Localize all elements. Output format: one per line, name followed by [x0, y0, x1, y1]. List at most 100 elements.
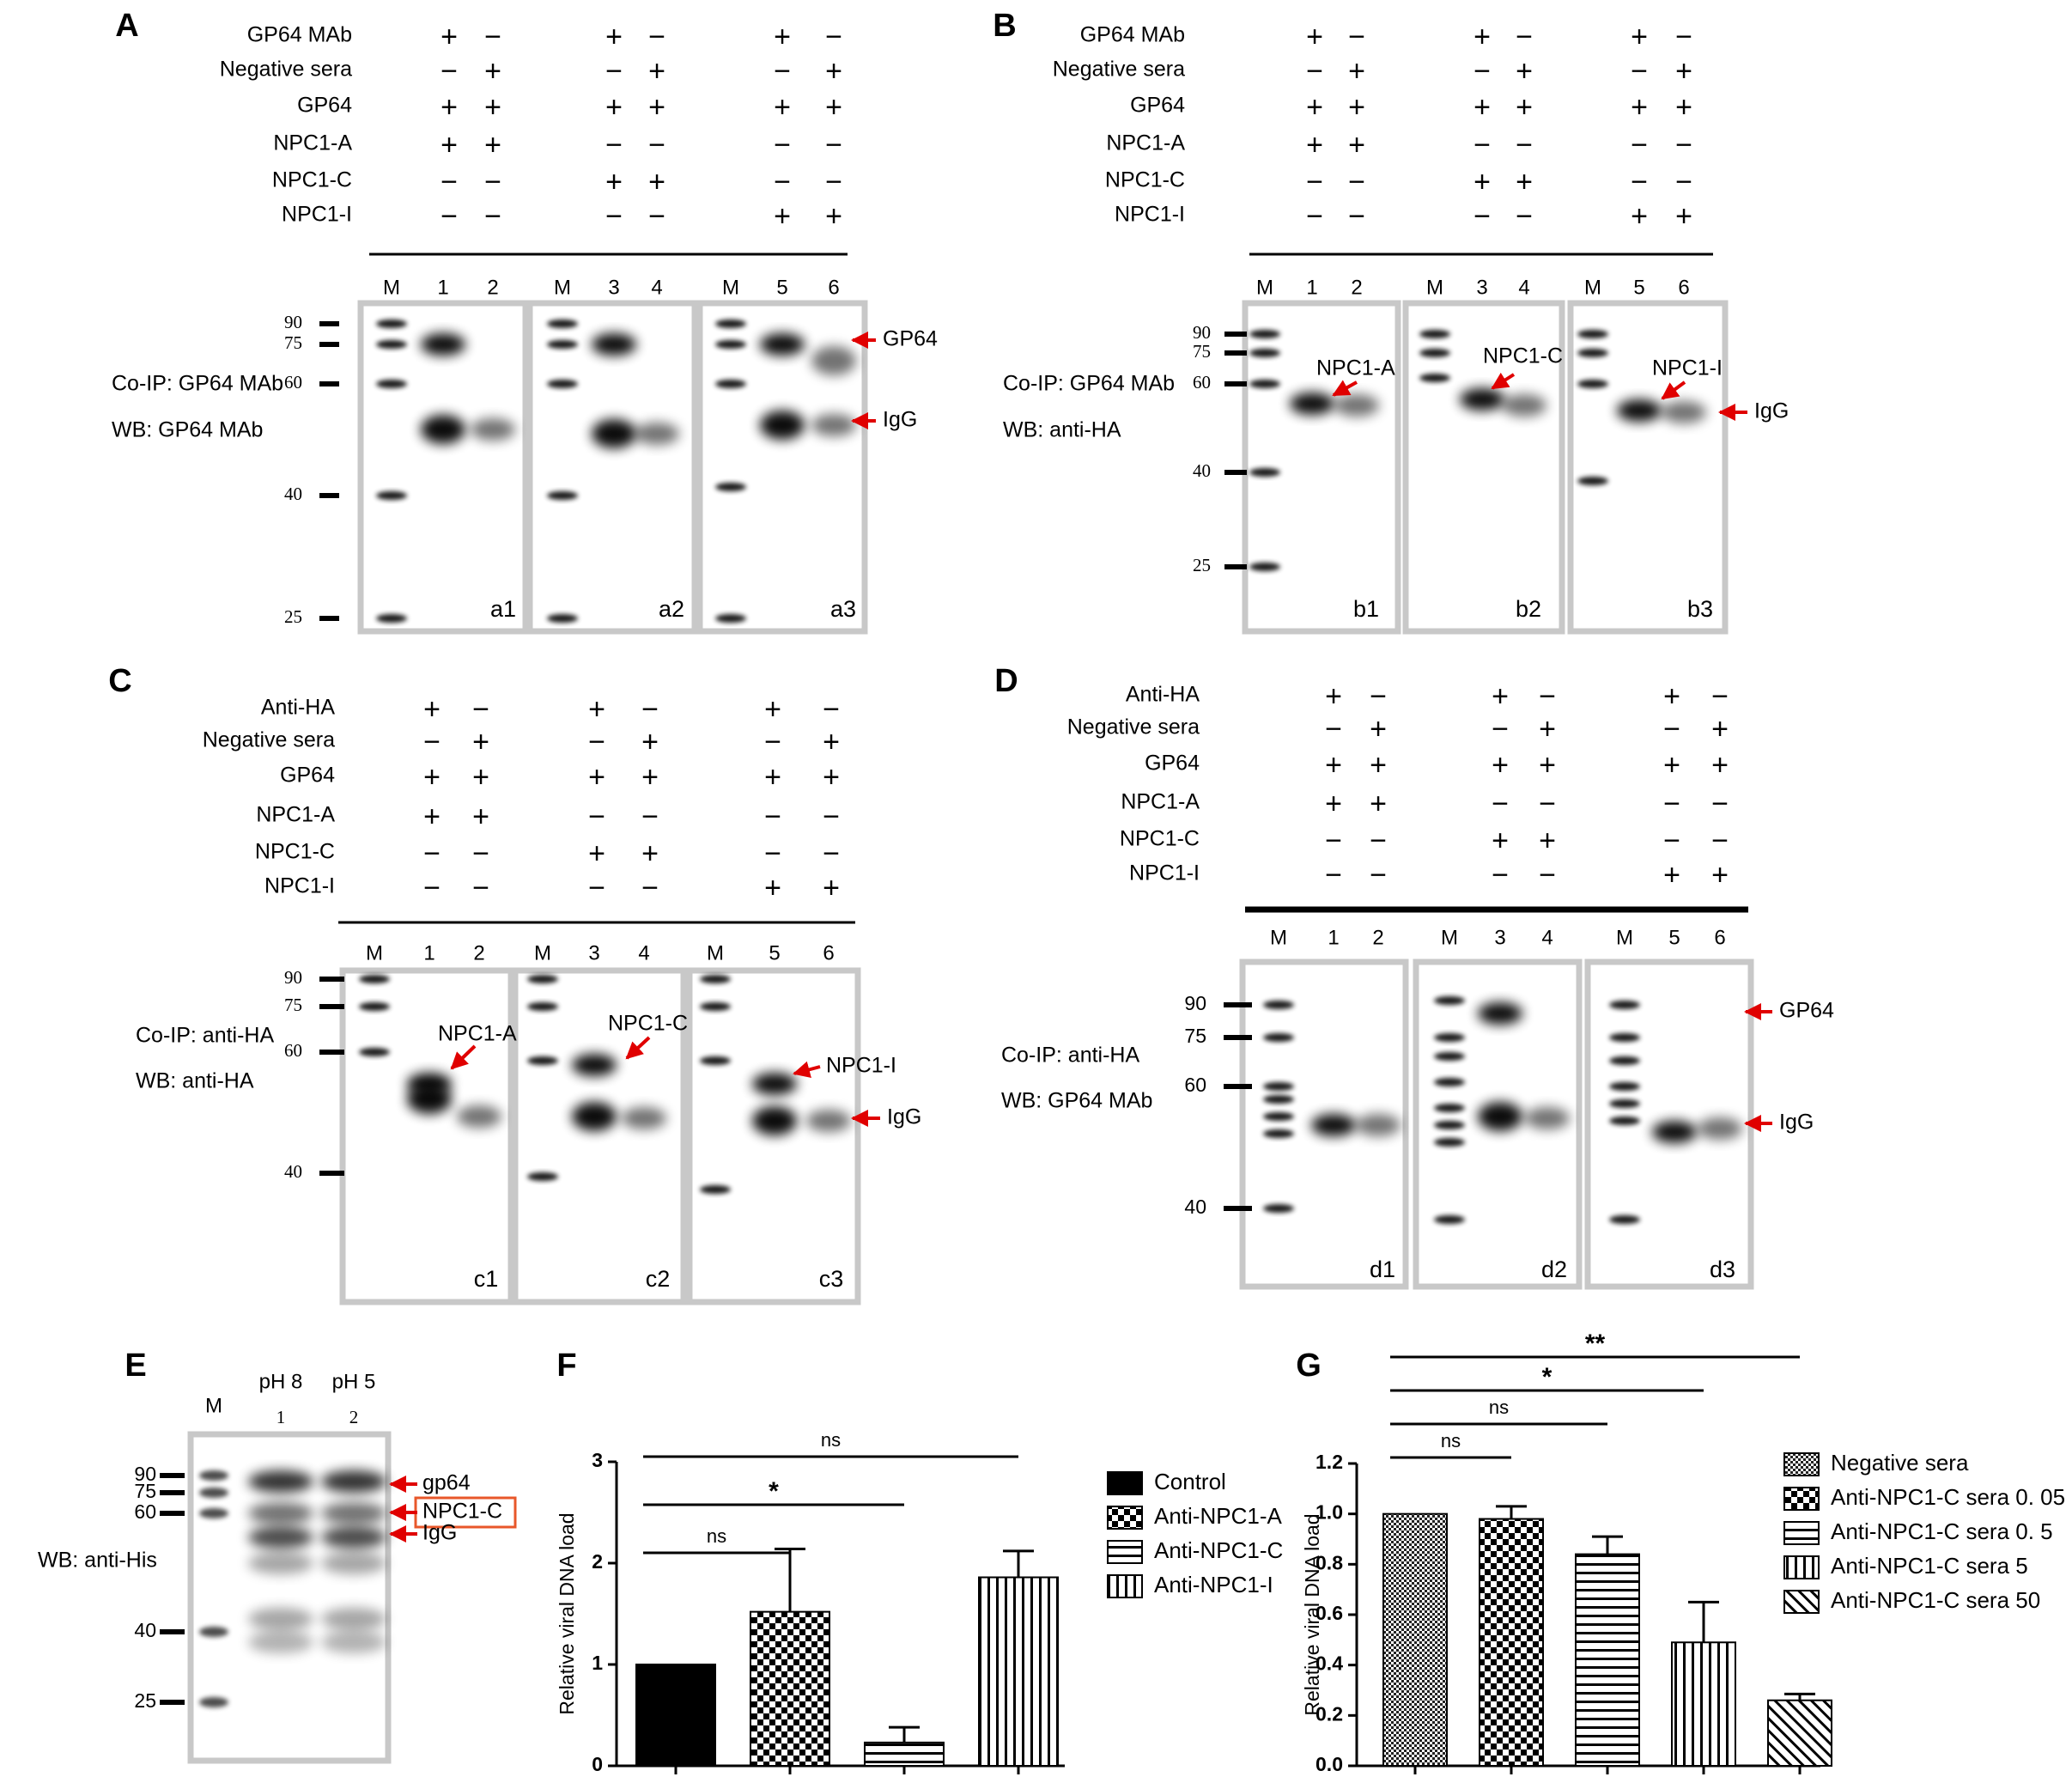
condition-sign: +	[1348, 55, 1365, 88]
condition-sign: +	[641, 726, 659, 758]
condition-sign: +	[1631, 21, 1648, 53]
condition-sign: +	[1711, 749, 1729, 782]
protein-band	[1502, 394, 1546, 417]
lane-label: 2	[473, 941, 484, 965]
condition-sign: −	[1539, 788, 1556, 820]
legend-label: Anti-NPC1-C sera 0. 05	[1831, 1484, 2065, 1510]
bar	[865, 1743, 944, 1766]
condition-sign: −	[1631, 55, 1648, 88]
protein-band	[321, 1470, 386, 1493]
condition-sign: +	[1492, 680, 1509, 713]
protein-band	[811, 414, 856, 436]
sub-panel-label: b3	[1687, 596, 1713, 622]
protein-band	[421, 415, 465, 444]
protein-band	[1478, 1002, 1522, 1025]
y-tick-label: 3	[592, 1449, 603, 1471]
marker-band	[199, 1470, 228, 1481]
condition-label: GP64 MAb	[247, 23, 352, 47]
sub-panel-label: b2	[1516, 596, 1541, 622]
condition-sign: +	[484, 91, 501, 124]
condition-sign: −	[823, 693, 840, 726]
lane-number: 2	[349, 1407, 359, 1427]
lane-label: M	[534, 941, 551, 965]
marker-band	[199, 1697, 228, 1707]
condition-sign: −	[774, 55, 791, 88]
condition-sign: +	[823, 726, 840, 758]
lane-label: 2	[1351, 276, 1362, 299]
condition-sign: +	[825, 55, 842, 88]
condition-sign: −	[825, 166, 842, 198]
condition-sign: −	[484, 166, 501, 198]
condition-sign: −	[1675, 166, 1692, 198]
lane-label: M	[1616, 926, 1633, 949]
condition-sign: +	[764, 693, 781, 726]
panel-label: F	[556, 1348, 576, 1384]
legend-label: Anti-NPC1-C sera 0. 5	[1831, 1518, 2053, 1544]
condition-sign: −	[774, 166, 791, 198]
protein-band	[471, 418, 515, 441]
panel-label: A	[115, 8, 138, 44]
marker-band	[1434, 1033, 1465, 1042]
condition-sign: −	[472, 693, 489, 726]
protein-band	[1290, 393, 1334, 415]
condition-label: NPC1-C	[272, 168, 352, 192]
marker-band	[1419, 330, 1450, 338]
protein-band	[321, 1631, 386, 1653]
panel-label: E	[125, 1348, 146, 1384]
condition-sign: −	[441, 55, 458, 88]
condition-sign: +	[423, 761, 441, 794]
chart-f: F0123Relative viral DNA load ns*nsControl…	[556, 1348, 1283, 1775]
lane-label: 3	[1494, 926, 1505, 949]
condition-sign: −	[1306, 55, 1323, 88]
condition-label: Anti-HA	[261, 696, 335, 720]
bar	[1576, 1555, 1639, 1766]
condition-sign: −	[1492, 859, 1509, 892]
marker-band	[1249, 380, 1280, 388]
condition-sign: −	[764, 837, 781, 870]
condition-sign: +	[774, 21, 791, 53]
condition-sign: −	[1473, 200, 1491, 233]
condition-sign: +	[441, 91, 458, 124]
significance-label: ns	[1441, 1430, 1461, 1451]
blot-frame	[343, 971, 511, 1302]
condition-sign: +	[1473, 21, 1491, 53]
side-text: Co-IP: anti-HA	[1001, 1044, 1139, 1068]
marker-band	[527, 1172, 558, 1181]
condition-sign: +	[605, 21, 623, 53]
condition-label: NPC1-A	[1106, 131, 1185, 155]
condition-sign: −	[441, 200, 458, 233]
condition-sign: +	[472, 726, 489, 758]
marker-band	[1434, 996, 1465, 1005]
significance-label: *	[1542, 1363, 1552, 1391]
condition-sign: +	[1370, 749, 1387, 782]
y-tick-label: 0.0	[1316, 1753, 1343, 1775]
condition-sign: −	[1325, 859, 1342, 892]
condition-sign: −	[484, 21, 501, 53]
marker-band	[700, 975, 731, 983]
protein-band	[321, 1608, 386, 1630]
marker-band	[376, 614, 407, 623]
lane-label: 1	[437, 276, 448, 299]
legend-label: Anti-NPC1-C	[1154, 1537, 1283, 1563]
legend-label: Anti-NPC1-C sera 50	[1831, 1587, 2040, 1613]
condition-sign: +	[764, 761, 781, 794]
mw-label: 40	[134, 1619, 156, 1641]
protein-band	[760, 411, 805, 440]
blot-box: a2	[530, 303, 695, 631]
condition-sign: +	[588, 693, 605, 726]
protein-band	[1617, 399, 1662, 422]
condition-sign: +	[1306, 21, 1323, 53]
legend-swatch	[1108, 1541, 1142, 1563]
sub-panel-label: d1	[1370, 1257, 1395, 1282]
legend-swatch	[1784, 1522, 1819, 1544]
condition-label: NPC1-I	[1115, 203, 1185, 227]
lane-label: 6	[828, 276, 839, 299]
marker-band	[547, 319, 578, 328]
condition-sign: −	[1473, 55, 1491, 88]
protein-band	[1478, 1102, 1522, 1131]
lane-label: 6	[823, 941, 834, 965]
condition-sign: +	[1325, 680, 1342, 713]
condition-sign: +	[441, 129, 458, 161]
marker-band	[1609, 1117, 1640, 1125]
sub-panel-label: d3	[1710, 1257, 1735, 1282]
